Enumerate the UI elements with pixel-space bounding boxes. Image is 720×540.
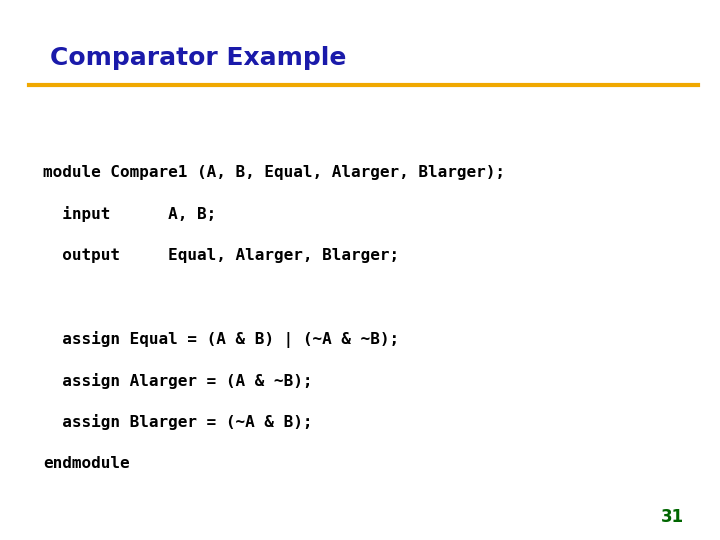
Text: 31: 31 (661, 509, 684, 526)
Text: endmodule: endmodule (43, 456, 130, 471)
Text: output     Equal, Alarger, Blarger;: output Equal, Alarger, Blarger; (43, 248, 400, 263)
Text: assign Blarger = (~A & B);: assign Blarger = (~A & B); (43, 414, 312, 430)
Text: module Compare1 (A, B, Equal, Alarger, Blarger);: module Compare1 (A, B, Equal, Alarger, B… (43, 165, 505, 180)
Text: Comparator Example: Comparator Example (50, 46, 347, 70)
Text: assign Alarger = (A & ~B);: assign Alarger = (A & ~B); (43, 373, 312, 389)
Text: input      A, B;: input A, B; (43, 206, 217, 222)
Text: assign Equal = (A & B) | (~A & ~B);: assign Equal = (A & B) | (~A & ~B); (43, 331, 400, 348)
